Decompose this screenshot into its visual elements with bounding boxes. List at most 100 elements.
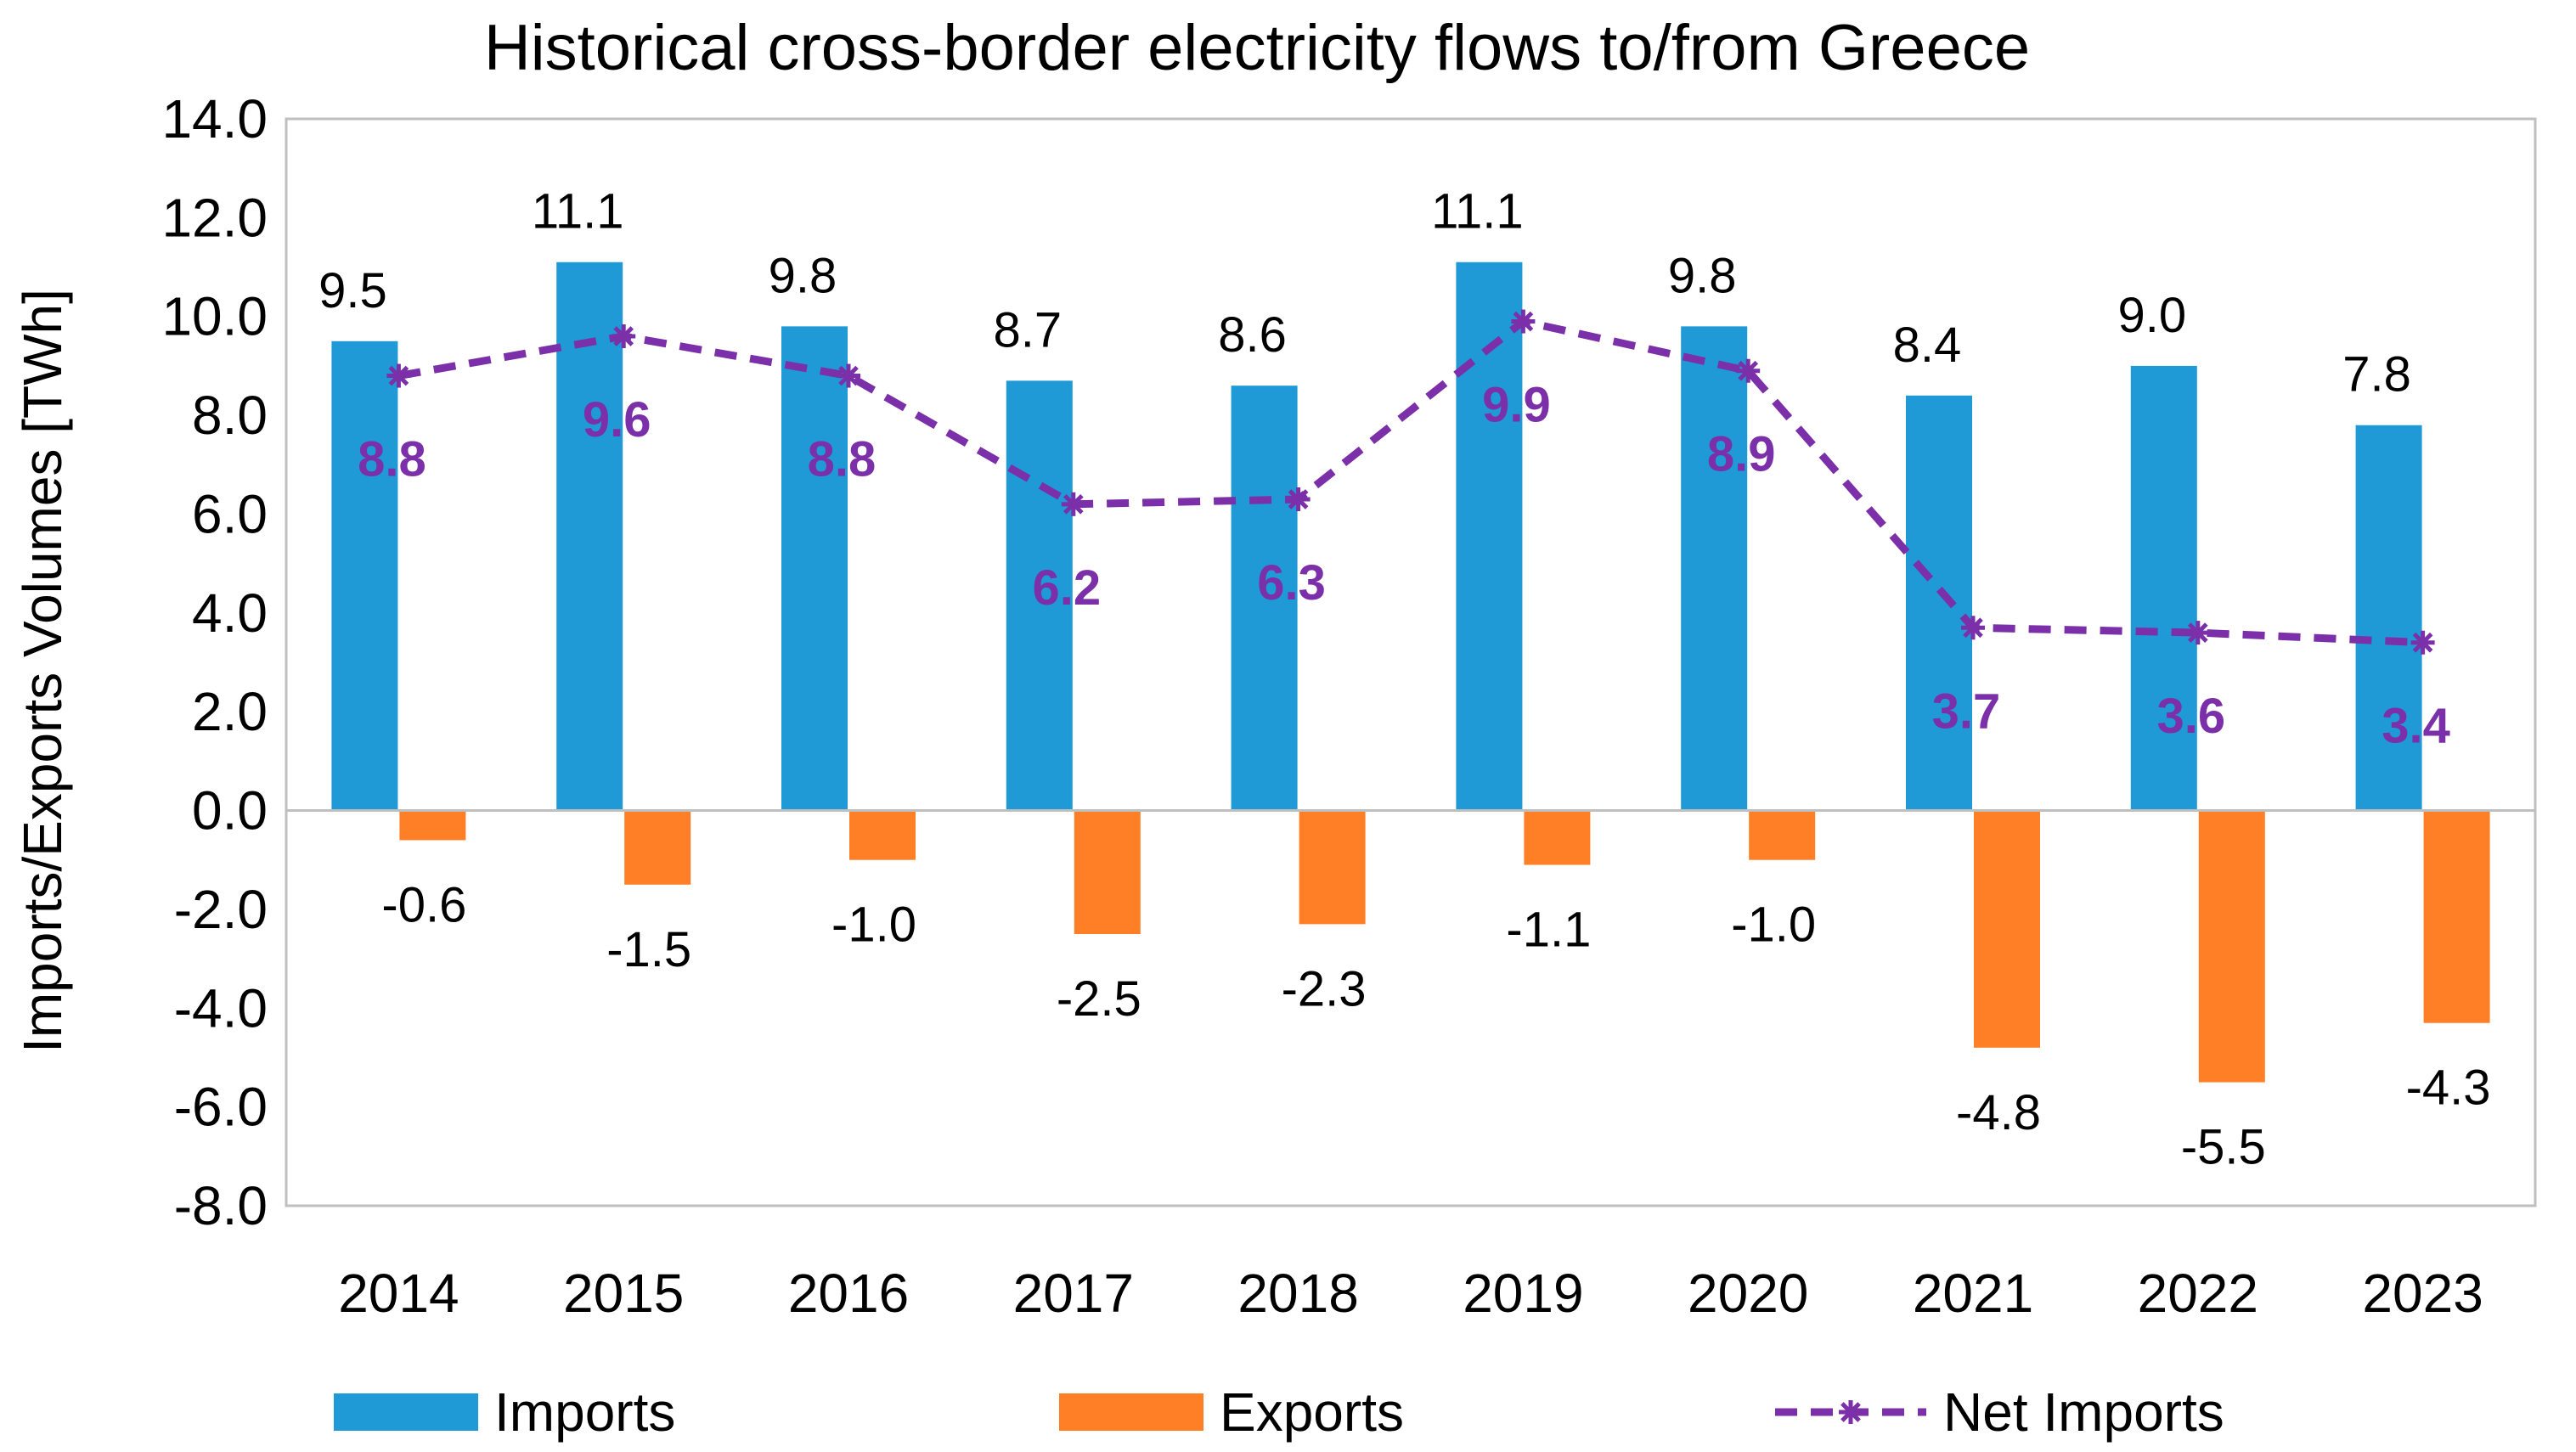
exports-bar [1299, 810, 1366, 925]
x-tick-label: 2020 [1688, 1263, 1808, 1324]
imports-bar [556, 262, 623, 811]
y-tick-label: 4.0 [192, 582, 268, 644]
y-tick-label: 6.0 [192, 483, 268, 544]
bar-group [331, 262, 2490, 1083]
legend-exports-label: Exports [1220, 1382, 1404, 1443]
legend-exports-swatch [1059, 1393, 1203, 1431]
net-imports-marker [1061, 492, 1085, 516]
net-imports-marker [1736, 358, 1761, 383]
y-axis-label: Imports/Exports Volumes [TWh] [12, 289, 73, 1053]
legend: Imports Exports Net Imports [334, 1382, 2224, 1443]
x-tick-label: 2019 [1463, 1263, 1583, 1324]
y-axis-ticks: -8.0 -6.0 -4.0 -2.0 0.0 2.0 4.0 6.0 8.0 10.0 12.0 1… [161, 88, 268, 1236]
x-tick-label: 2021 [1913, 1263, 2033, 1324]
chart-title: Historical cross-border electricity flow… [484, 12, 2030, 84]
imports-data-label: 9.8 [769, 248, 837, 303]
x-axis-ticks: 2014 2015 2016 2017 2018 2019 2020 2021 2022 2023 [338, 1263, 2483, 1324]
imports-data-label: 8.4 [1893, 318, 1962, 373]
y-tick-label: -6.0 [174, 1077, 268, 1138]
imports-data-label: 8.7 [993, 302, 1062, 357]
imports-data-label: 9.8 [1668, 248, 1737, 303]
net-imports-data-label: 6.2 [1032, 560, 1101, 616]
net-imports-data-label: 6.3 [1257, 555, 1326, 611]
imports-bar [2355, 425, 2422, 811]
x-tick-label: 2017 [1013, 1263, 1134, 1324]
net-imports-marker [837, 363, 860, 388]
exports-bar [2198, 810, 2265, 1083]
x-tick-label: 2022 [2138, 1263, 2258, 1324]
data-labels: 9.5 -0.6 8.8 11.1 -1.5 9.6 9.8 -1.0 8.8 8.7 -2.5 6.… [318, 184, 2490, 1175]
exports-bar [1749, 810, 1816, 860]
legend-net-imports-label: Net Imports [1943, 1382, 2224, 1443]
net-imports-data-label: 8.8 [358, 432, 426, 487]
imports-bar [1681, 326, 1748, 811]
imports-data-label: 7.8 [2342, 347, 2411, 402]
exports-data-label: -5.5 [2181, 1120, 2266, 1175]
y-tick-label: -2.0 [174, 879, 268, 940]
y-tick-label: 14.0 [161, 88, 268, 149]
net-imports-marker [1961, 616, 1985, 640]
net-imports-marker [2410, 630, 2435, 655]
imports-bar [1006, 380, 1073, 811]
exports-data-label: -1.5 [606, 922, 691, 977]
net-imports-marker [1286, 487, 1311, 511]
imports-bar [2130, 365, 2197, 811]
net-imports-data-label: 9.6 [583, 392, 651, 447]
net-imports-marker [612, 324, 636, 348]
net-imports-marker [1839, 1400, 1863, 1424]
imports-data-label: 8.6 [1218, 307, 1287, 363]
exports-bar [1524, 810, 1591, 865]
y-tick-label: 0.0 [192, 780, 268, 841]
net-imports-data-label: 8.9 [1707, 427, 1776, 482]
exports-bar [1074, 810, 1141, 934]
net-imports-line [397, 318, 2423, 647]
y-tick-label: -8.0 [174, 1175, 268, 1236]
net-imports-marker [386, 363, 411, 388]
exports-bar [849, 810, 916, 860]
exports-bar [2423, 810, 2490, 1023]
exports-bar [624, 810, 691, 885]
plot-area-frame [285, 117, 2537, 1207]
exports-data-label: -1.0 [1731, 898, 1816, 953]
y-tick-label: 10.0 [161, 286, 268, 347]
exports-data-label: -2.3 [1282, 961, 1367, 1016]
x-tick-label: 2018 [1237, 1263, 1358, 1324]
imports-bar [781, 326, 848, 811]
imports-bar [1456, 262, 1523, 811]
net-imports-marker [1511, 309, 1536, 334]
imports-data-label: 11.1 [532, 184, 624, 239]
net-imports-data-label: 8.8 [808, 432, 877, 487]
exports-data-label: -1.0 [831, 898, 916, 953]
y-tick-label: 12.0 [161, 187, 268, 248]
x-tick-label: 2014 [338, 1263, 459, 1324]
net-imports-data-label: 3.6 [2156, 689, 2225, 744]
net-imports-data-label: 9.9 [1482, 378, 1551, 433]
x-tick-label: 2015 [563, 1263, 684, 1324]
exports-bar [399, 810, 466, 841]
net-imports-data-label: 3.4 [2382, 699, 2450, 754]
x-tick-label: 2023 [2362, 1263, 2483, 1324]
legend-imports-swatch [334, 1393, 478, 1431]
imports-data-label: 11.1 [1431, 184, 1524, 239]
imports-bar [1906, 395, 1972, 811]
imports-data-label: 9.0 [2117, 288, 2186, 343]
net-imports-line-group [386, 309, 2435, 655]
exports-data-label: -4.8 [1956, 1085, 2041, 1140]
imports-bar [331, 340, 398, 811]
y-tick-label: -4.0 [174, 977, 268, 1038]
exports-data-label: -0.6 [381, 877, 466, 932]
y-tick-label: 8.0 [192, 385, 268, 446]
exports-data-label: -4.3 [2406, 1061, 2491, 1116]
exports-data-label: -2.5 [1057, 971, 1141, 1027]
imports-bar [1231, 386, 1298, 811]
exports-data-label: -1.1 [1506, 903, 1591, 958]
y-tick-label: 2.0 [192, 681, 268, 742]
exports-bar [1974, 810, 2040, 1048]
net-imports-marker [2185, 621, 2210, 645]
x-tick-label: 2016 [788, 1263, 909, 1324]
net-imports-data-label: 3.7 [1932, 684, 2001, 739]
imports-data-label: 9.5 [318, 263, 387, 318]
legend-imports-label: Imports [494, 1382, 675, 1443]
